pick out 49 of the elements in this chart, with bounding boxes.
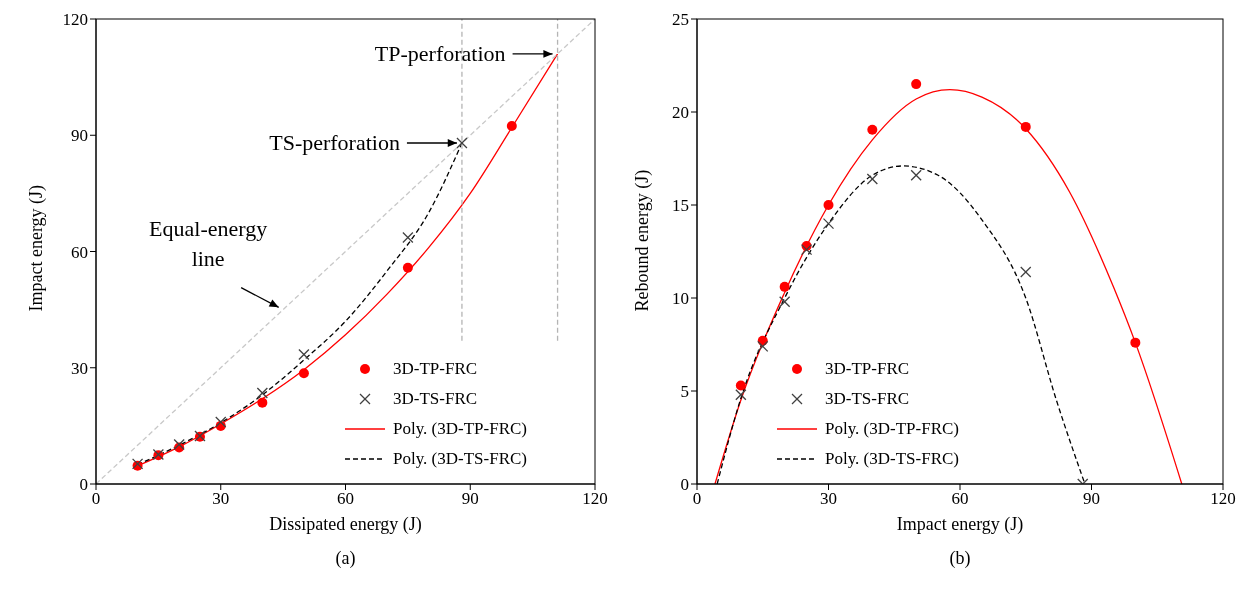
point bbox=[257, 397, 268, 408]
x-tick-label: 120 bbox=[582, 489, 608, 509]
x-tick-label: 0 bbox=[91, 489, 101, 509]
legend-label: Poly. (3D-TP-FRC) bbox=[825, 418, 959, 440]
y-tick-label: 30 bbox=[71, 358, 88, 378]
x-axis-title: Impact energy (J) bbox=[896, 514, 1024, 535]
legend-label: 3D-TP-FRC bbox=[825, 358, 910, 380]
point bbox=[823, 200, 834, 210]
text: (a) bbox=[334, 548, 357, 569]
point bbox=[1130, 337, 1141, 348]
legend-label: Poly. (3D-TS-FRC) bbox=[393, 448, 527, 470]
y-tick-label: 90 bbox=[71, 126, 88, 146]
y-tick-label: 60 bbox=[71, 242, 88, 262]
legend-label: Poly. (3D-TP-FRC) bbox=[393, 418, 527, 440]
text: (b) bbox=[948, 548, 972, 569]
point bbox=[735, 380, 746, 391]
y-axis-title: Rebound energy (J) bbox=[632, 169, 654, 312]
point bbox=[867, 124, 878, 135]
point bbox=[911, 79, 922, 90]
point bbox=[779, 281, 790, 292]
point bbox=[298, 368, 309, 379]
legend-label: 3D-TS-FRC bbox=[393, 388, 478, 410]
point bbox=[1020, 121, 1031, 132]
y-axis-title: Impact energy (J) bbox=[26, 184, 48, 312]
y-tick-label: 0 bbox=[680, 475, 689, 495]
line-series bbox=[714, 89, 1183, 484]
x-tick-label: 90 bbox=[1083, 489, 1100, 509]
y-tick-label: 5 bbox=[680, 382, 689, 402]
y-tick-label: 15 bbox=[672, 196, 689, 216]
x-tick-label: 30 bbox=[212, 489, 230, 509]
x-tick-label: 60 bbox=[951, 489, 969, 509]
x-tick-label: 60 bbox=[337, 489, 354, 509]
x-tick-label: 90 bbox=[461, 489, 479, 509]
legend-label: Poly. (3D-TS-FRC) bbox=[825, 448, 959, 470]
annotation: TS-perforation bbox=[269, 129, 400, 157]
y-tick-label: 120 bbox=[62, 10, 88, 30]
legend-label: 3D-TP-FRC bbox=[393, 358, 478, 380]
point bbox=[402, 262, 413, 273]
x-tick-label: 120 bbox=[1210, 489, 1236, 509]
x-tick-label: 30 bbox=[820, 489, 837, 509]
point bbox=[506, 120, 517, 131]
y-tick-label: 10 bbox=[672, 289, 689, 309]
legend-label: 3D-TS-FRC bbox=[825, 388, 910, 410]
annotation: Equal-energy line bbox=[148, 214, 269, 273]
y-tick-label: 25 bbox=[672, 10, 689, 30]
annotation: TP-perforation bbox=[374, 39, 506, 68]
y-tick-label: 0 bbox=[79, 475, 88, 495]
x-axis-title: Dissipated energy (J) bbox=[269, 514, 422, 535]
y-tick-label: 20 bbox=[672, 103, 689, 123]
